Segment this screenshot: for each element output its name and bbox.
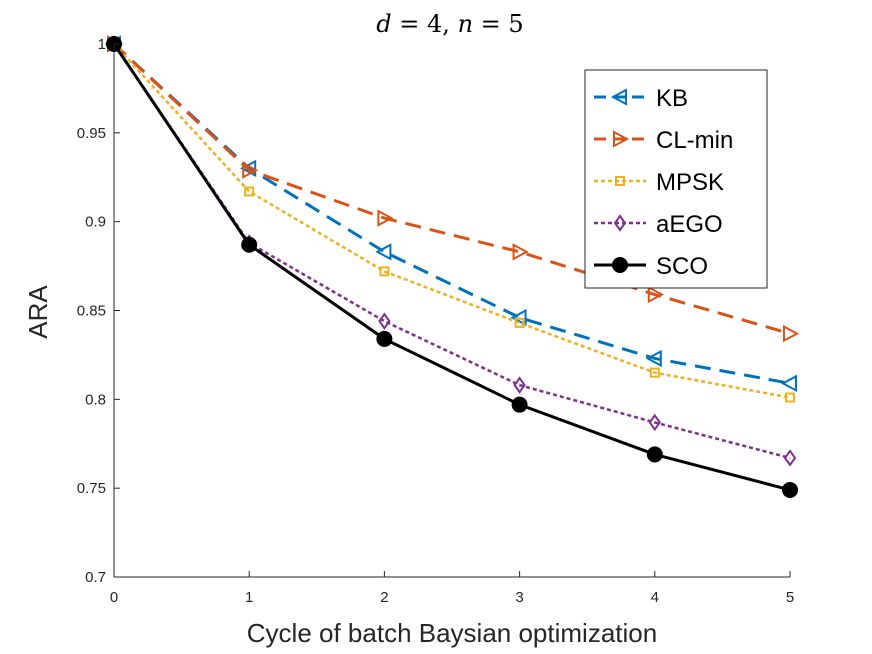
y-tick-label: 0.8 xyxy=(85,391,106,408)
data-point-kb xyxy=(240,159,257,178)
data-point-cl-min xyxy=(377,209,394,227)
data-point-mpsk xyxy=(379,266,390,277)
data-point-cl-min xyxy=(242,161,259,179)
x-tick-label: 4 xyxy=(651,589,659,606)
series-line-mpsk xyxy=(113,43,791,399)
data-point-kb xyxy=(375,243,392,261)
data-point-aego xyxy=(513,376,526,394)
legend-marker-sco xyxy=(612,257,628,273)
data-point-cl-min xyxy=(647,285,664,304)
x-tick-label: 3 xyxy=(515,589,523,606)
legend-marker-kb xyxy=(610,88,627,106)
data-point-sco xyxy=(646,446,663,463)
data-point-sco xyxy=(511,396,528,413)
data-point-kb xyxy=(780,374,797,393)
data-point-kb xyxy=(510,308,527,327)
legend-marker-cl-min xyxy=(613,130,630,148)
series-sco xyxy=(106,36,798,498)
legend-label-mpsk: MPSK xyxy=(656,169,724,196)
y-axis-title: ARA xyxy=(23,285,53,339)
series-line-sco xyxy=(112,43,791,492)
x-tick-label: 0 xyxy=(110,589,118,606)
y-tick-label: 0.9 xyxy=(85,214,106,231)
legend: KB CL-min MPSK aEGO SCO xyxy=(584,69,768,289)
series-line-cl-min xyxy=(112,42,791,336)
data-point-mpsk xyxy=(785,392,795,403)
data-point-sco xyxy=(376,330,393,347)
series-layer xyxy=(104,35,800,498)
y-tick-label: 1 xyxy=(98,36,106,53)
data-point-sco xyxy=(782,481,798,498)
data-point-sco xyxy=(241,236,258,253)
data-point-kb xyxy=(645,349,662,368)
series-line-aego xyxy=(112,43,791,460)
y-ticks: 0.7 0.75 0.8 0.85 0.9 0.95 1 xyxy=(77,36,120,586)
y-tick-label: 0.75 xyxy=(77,480,106,497)
legend-label-kb: KB xyxy=(656,85,688,112)
y-tick-label: 0.7 xyxy=(85,569,106,586)
x-axis-title: Cycle of batch Baysian optimization xyxy=(247,618,657,648)
x-tick-label: 1 xyxy=(245,589,253,606)
legend-label-cl-min: CL-min xyxy=(656,127,733,154)
legend-marker-aego xyxy=(613,214,627,232)
y-tick-label: 0.95 xyxy=(77,125,106,142)
data-point-mpsk xyxy=(244,186,255,197)
x-tick-label: 5 xyxy=(786,589,794,606)
data-point-mpsk xyxy=(514,317,525,328)
x-ticks: 0 1 2 3 4 5 xyxy=(110,571,794,606)
y-tick-label: 0.85 xyxy=(77,303,106,320)
data-point-mpsk xyxy=(649,367,660,378)
data-point-aego xyxy=(783,449,797,467)
legend-label-aego: aEGO xyxy=(656,211,723,238)
data-point-cl-min xyxy=(783,324,800,343)
x-tick-label: 2 xyxy=(380,589,388,606)
chart-title: d = 4, n = 5 xyxy=(376,10,523,38)
data-point-aego xyxy=(648,413,662,432)
data-point-cl-min xyxy=(512,243,529,261)
data-point-aego xyxy=(378,312,391,330)
legend-marker-mpsk xyxy=(615,176,625,186)
legend-label-sco: SCO xyxy=(656,253,708,280)
